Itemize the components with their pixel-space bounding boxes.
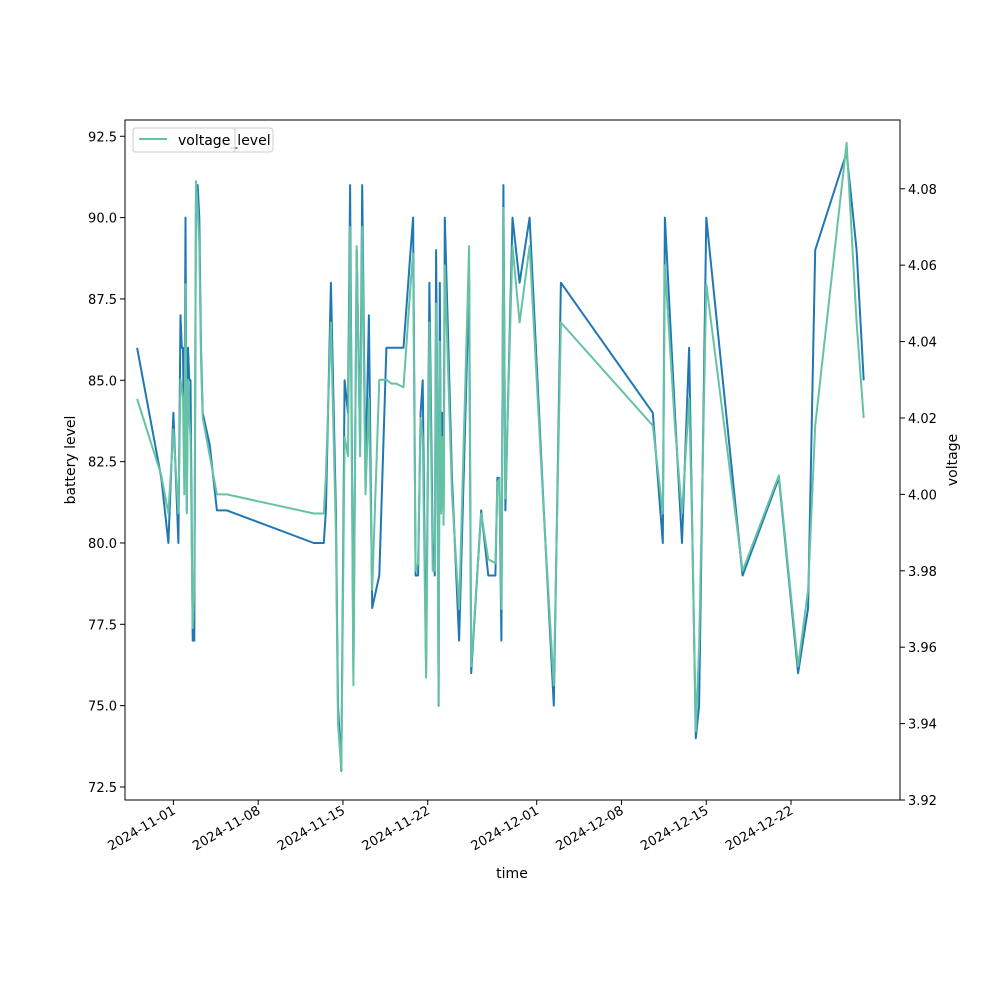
y-axis-right-label: voltage <box>945 434 961 486</box>
y-left-tick-label: 87.5 <box>88 293 117 308</box>
y-right-tick-label: 4.06 <box>908 259 937 274</box>
y-left-tick-label: 75.0 <box>88 700 117 715</box>
y-left-tick-label: 85.0 <box>88 374 117 389</box>
y-right-tick-label: 3.96 <box>908 641 937 656</box>
legend-text-front: voltage <box>178 133 230 149</box>
y-right-tick-label: 4.04 <box>908 336 937 351</box>
y-left-tick-label: 80.0 <box>88 537 117 552</box>
y-right-tick-label: 3.92 <box>908 794 937 809</box>
series-line-voltage <box>136 141 865 771</box>
y-right-tick-label: 3.98 <box>908 565 937 580</box>
y-right-tick-label: 4.02 <box>908 412 937 427</box>
y-left-tick-label: 77.5 <box>88 618 117 633</box>
y-left-tick-label: 72.5 <box>88 781 117 796</box>
y-right-tick-label: 4.00 <box>908 488 937 503</box>
y-left-tick-label: 90.0 <box>88 212 117 227</box>
y-left-tick-label: 82.5 <box>88 456 117 471</box>
y-axis-right: 3.92 3.94 3.96 3.98 4.00 4.02 4.04 4.06 4.08 <box>900 183 937 809</box>
legend: voltage_level voltage <box>132 127 274 153</box>
plot-area <box>136 141 865 772</box>
legend-box-front <box>132 127 236 153</box>
y-axis-left: 72.5 75.0 77.5 80.0 82.5 85.0 87.5 90.0 92.5 <box>88 130 125 796</box>
plot-frame <box>124 119 901 801</box>
y-right-tick-label: 3.94 <box>908 718 937 733</box>
y-left-tick-label: 92.5 <box>88 130 117 145</box>
x-axis-label: time <box>496 866 528 882</box>
y-right-tick-label: 4.08 <box>908 183 937 198</box>
y-axis-left-label: battery level <box>63 416 79 505</box>
